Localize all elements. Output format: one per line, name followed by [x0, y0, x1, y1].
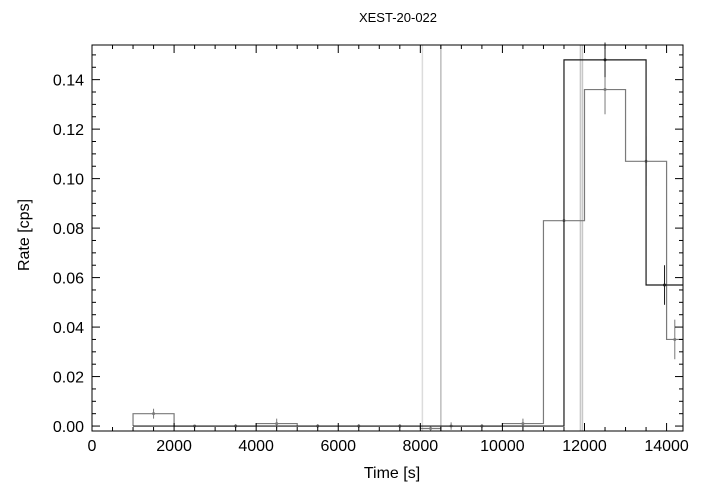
- plot-frame: [91, 44, 684, 432]
- plot-area: [132, 42, 683, 431]
- y-tick-label-7: 0.14: [53, 73, 84, 90]
- y-tick-label-5: 0.10: [53, 172, 84, 189]
- series-0-point-0: [152, 412, 156, 416]
- series-0-point-7: [429, 427, 433, 431]
- x-tick-label-3: 6000: [320, 438, 356, 455]
- y-tick-label-6: 0.12: [53, 122, 84, 139]
- series-0-point-10: [521, 422, 525, 426]
- x-tick-label-7: 14000: [644, 438, 689, 455]
- x-axis: 0 2000 4000 6000 8000 10000 12000 14000: [88, 45, 689, 455]
- x-tick-label-2: 4000: [238, 438, 274, 455]
- chart-title: XEST-20-022: [359, 10, 437, 25]
- series-0-point-14: [673, 337, 677, 341]
- x-tick-label-0: 0: [88, 438, 97, 455]
- x-tick-label-4: 8000: [403, 438, 439, 455]
- y-axis-title: Rate [cps]: [16, 199, 33, 271]
- y-tick-label-4: 0.08: [53, 221, 84, 238]
- series-1-point-3: [663, 283, 667, 287]
- y-tick-label-1: 0.02: [53, 370, 84, 387]
- x-tick-label-1: 2000: [156, 438, 192, 455]
- x-tick-label-5: 10000: [480, 438, 525, 455]
- y-tick-label-0: 0.00: [53, 419, 84, 436]
- series-0-point-3: [275, 422, 279, 426]
- x-axis-title: Time [s]: [364, 465, 420, 482]
- series-1-step-line: [133, 59, 683, 427]
- series-0-point-12: [603, 88, 607, 92]
- y-axis: 0.00 0.02 0.04 0.06 0.08 0.10 0.12 0.14: [53, 54, 683, 436]
- series-1-point-2: [603, 58, 607, 62]
- series-0-step-line: [132, 88, 683, 430]
- y-tick-label-2: 0.04: [53, 320, 84, 337]
- y-tick-label-3: 0.06: [53, 271, 84, 288]
- x-tick-label-6: 12000: [562, 438, 607, 455]
